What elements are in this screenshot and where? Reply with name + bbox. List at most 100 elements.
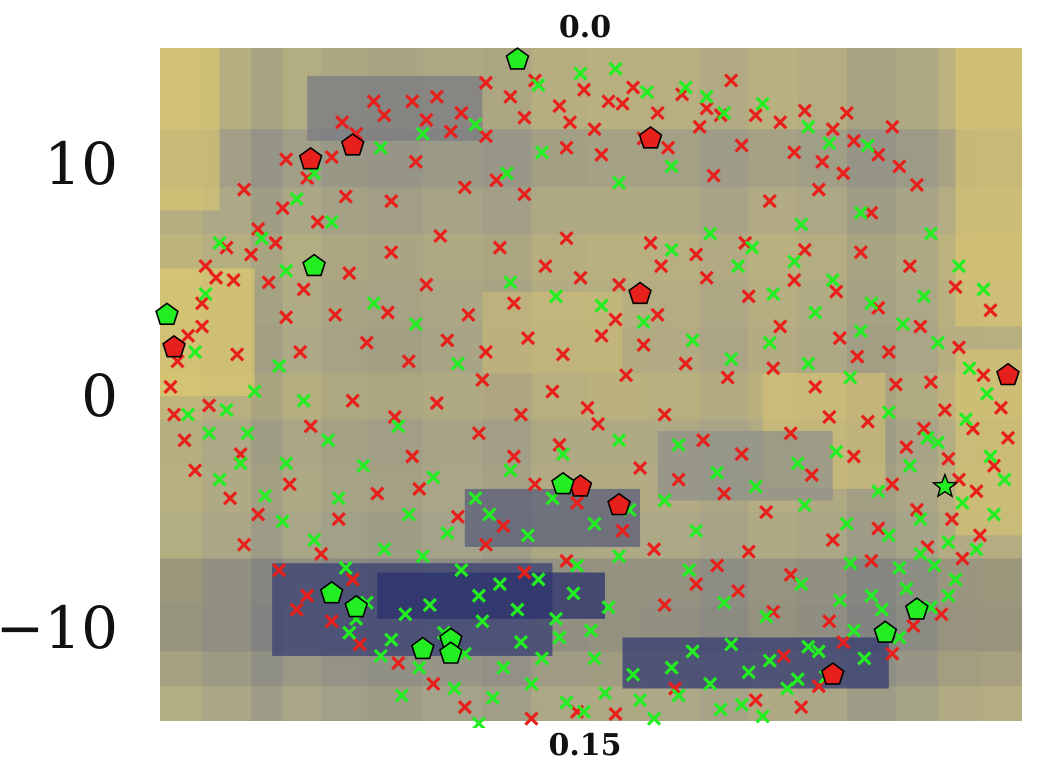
- red-x-point: [163, 379, 178, 394]
- red-x-point: [643, 235, 658, 251]
- green-x-point: [324, 214, 339, 230]
- red-x-point: [699, 101, 714, 116]
- red-x-point: [370, 486, 385, 501]
- red-x-point: [832, 330, 847, 346]
- green-x-point: [510, 602, 525, 617]
- red-x-point: [478, 129, 494, 144]
- green-x-point: [843, 556, 858, 571]
- heatmap-column: [699, 48, 749, 721]
- red-x-point: [699, 270, 714, 285]
- red-x-point: [380, 305, 395, 320]
- red-pentagon-point: [820, 662, 845, 685]
- red-x-point: [219, 240, 234, 255]
- green-pentagon-point: [904, 597, 929, 620]
- red-x-point: [576, 82, 592, 97]
- red-x-point: [804, 467, 819, 483]
- green-x-point: [930, 335, 946, 350]
- green-x-point: [468, 117, 483, 132]
- red-x-point: [773, 319, 788, 334]
- red-x-point: [359, 335, 374, 350]
- green-x-point: [685, 644, 700, 659]
- red-x-point: [741, 289, 756, 304]
- green-x-point: [636, 314, 651, 329]
- red-x-point: [811, 679, 826, 694]
- green-x-point: [846, 623, 861, 638]
- red-x-point: [166, 407, 182, 422]
- red-x-point: [517, 110, 532, 125]
- red-x-point: [955, 551, 970, 566]
- green-pentagon-point: [155, 302, 179, 326]
- red-x-point: [345, 572, 360, 587]
- green-x-point: [923, 226, 939, 241]
- green-x-point: [279, 263, 294, 278]
- green-x-point: [422, 597, 437, 613]
- red-x-point: [513, 407, 529, 422]
- red-x-point: [608, 706, 623, 722]
- green-x-point: [664, 660, 679, 675]
- green-x-point: [997, 472, 1012, 487]
- green-x-point: [787, 254, 802, 269]
- red-x-point: [279, 152, 294, 167]
- red-x-point: [916, 421, 932, 436]
- heatmap-dark-region: [622, 637, 889, 689]
- green-x-point: [955, 495, 970, 510]
- green-x-point: [794, 217, 809, 232]
- y-tick-label: 0: [81, 362, 118, 430]
- heatmap-row: [160, 686, 1022, 721]
- green-x-point: [625, 667, 641, 682]
- green-x-point: [601, 600, 616, 615]
- red-x-point: [885, 477, 900, 492]
- green-pentagon-point: [551, 471, 575, 495]
- y-tick-label: 10: [44, 130, 118, 198]
- green-x-point: [755, 96, 770, 111]
- green-x-point: [492, 576, 508, 592]
- y-tick-label: −10: [0, 594, 118, 662]
- red-x-point: [615, 523, 630, 538]
- red-x-point: [829, 284, 844, 299]
- green-x-point: [307, 532, 322, 548]
- green-x-point: [279, 456, 294, 471]
- red-x-point: [688, 576, 704, 592]
- red-x-point: [478, 344, 494, 360]
- red-x-point: [489, 173, 504, 188]
- red-x-point: [180, 328, 196, 343]
- red-x-point: [625, 80, 641, 95]
- green-x-point: [611, 175, 627, 190]
- green-x-point: [930, 435, 946, 450]
- red-x-point: [503, 89, 518, 104]
- heatmap-light-region: [160, 48, 220, 211]
- red-x-point: [272, 563, 287, 578]
- green-x-point: [822, 136, 837, 151]
- red-x-point: [787, 272, 802, 288]
- green-x-point: [412, 660, 427, 675]
- red-x-point: [608, 312, 623, 327]
- red-x-point: [636, 337, 651, 353]
- red-x-point: [678, 356, 693, 371]
- green-x-point: [902, 458, 918, 473]
- green-x-point: [321, 433, 336, 448]
- red-x-point: [324, 614, 339, 629]
- red-x-point: [923, 375, 939, 390]
- green-x-point: [678, 80, 693, 95]
- red-x-point: [695, 433, 711, 448]
- red-x-point: [836, 166, 851, 181]
- green-x-point: [864, 588, 879, 603]
- green-x-point: [745, 240, 760, 255]
- green-x-point: [377, 542, 392, 557]
- green-x-point: [646, 711, 662, 726]
- red-x-point: [909, 502, 925, 517]
- red-x-point: [710, 558, 725, 573]
- green-x-point: [913, 546, 928, 562]
- green-x-point: [969, 542, 984, 557]
- green-x-point: [853, 205, 868, 220]
- green-x-point: [555, 446, 571, 462]
- red-x-point: [408, 154, 423, 169]
- red-x-point: [419, 112, 434, 128]
- green-x-point: [587, 651, 602, 666]
- green-x-point: [559, 695, 574, 710]
- green-x-point: [566, 586, 581, 601]
- green-x-point: [233, 456, 248, 471]
- green-pentagon-point: [873, 620, 898, 643]
- green-x-point: [843, 370, 858, 385]
- red-x-point: [601, 94, 616, 109]
